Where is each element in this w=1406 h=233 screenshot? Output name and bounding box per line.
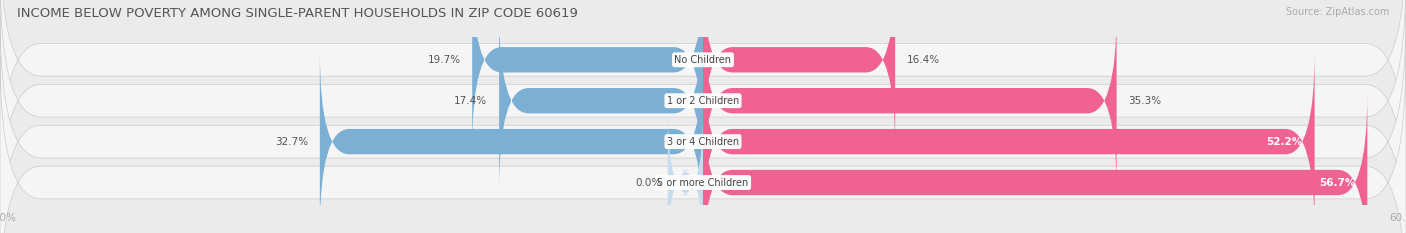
Text: 19.7%: 19.7% <box>427 55 461 65</box>
FancyBboxPatch shape <box>0 0 1406 187</box>
FancyBboxPatch shape <box>703 93 1367 233</box>
Text: 5 or more Children: 5 or more Children <box>658 178 748 188</box>
FancyBboxPatch shape <box>703 11 1116 190</box>
Text: 17.4%: 17.4% <box>454 96 488 106</box>
Text: 3 or 4 Children: 3 or 4 Children <box>666 137 740 147</box>
FancyBboxPatch shape <box>668 113 703 233</box>
FancyBboxPatch shape <box>0 56 1406 233</box>
Text: 56.7%: 56.7% <box>1319 178 1355 188</box>
FancyBboxPatch shape <box>472 0 703 149</box>
Text: No Children: No Children <box>675 55 731 65</box>
FancyBboxPatch shape <box>499 11 703 190</box>
FancyBboxPatch shape <box>0 15 1406 233</box>
Text: 16.4%: 16.4% <box>907 55 941 65</box>
Text: 1 or 2 Children: 1 or 2 Children <box>666 96 740 106</box>
FancyBboxPatch shape <box>0 0 1406 228</box>
Text: INCOME BELOW POVERTY AMONG SINGLE-PARENT HOUSEHOLDS IN ZIP CODE 60619: INCOME BELOW POVERTY AMONG SINGLE-PARENT… <box>17 7 578 20</box>
FancyBboxPatch shape <box>703 0 896 149</box>
Text: 35.3%: 35.3% <box>1129 96 1161 106</box>
Text: 0.0%: 0.0% <box>636 178 662 188</box>
FancyBboxPatch shape <box>703 52 1315 231</box>
Text: 52.2%: 52.2% <box>1267 137 1303 147</box>
Text: 32.7%: 32.7% <box>276 137 308 147</box>
FancyBboxPatch shape <box>319 52 703 231</box>
Text: Source: ZipAtlas.com: Source: ZipAtlas.com <box>1285 7 1389 17</box>
